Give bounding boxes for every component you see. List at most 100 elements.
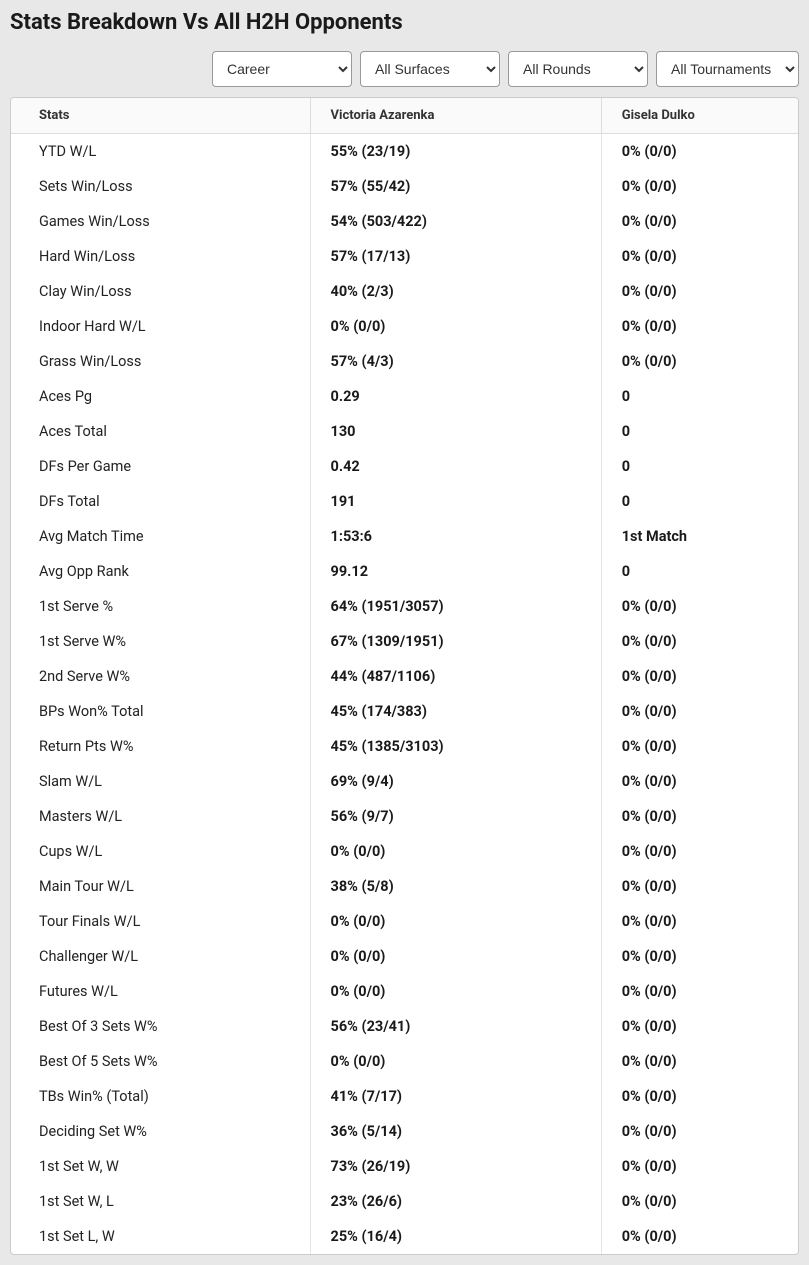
stat-value-player2: 0% (0/0) — [601, 659, 798, 694]
table-row: Hard Win/Loss57% (17/13)0% (0/0) — [11, 239, 798, 274]
stat-value-player2: 0% (0/0) — [601, 1044, 798, 1079]
stat-value-player2: 0% (0/0) — [601, 764, 798, 799]
table-row: 1st Serve %64% (1951/3057)0% (0/0) — [11, 589, 798, 624]
stat-value-player1: 0% (0/0) — [310, 974, 601, 1009]
table-row: Aces Pg0.290 — [11, 379, 798, 414]
table-row: Main Tour W/L38% (5/8)0% (0/0) — [11, 869, 798, 904]
stat-value-player1: 45% (174/383) — [310, 694, 601, 729]
stat-label: Slam W/L — [11, 764, 310, 799]
stats-table: Stats Victoria Azarenka Gisela Dulko YTD… — [11, 98, 798, 1254]
stat-value-player1: 0% (0/0) — [310, 904, 601, 939]
table-row: Avg Opp Rank99.120 — [11, 554, 798, 589]
surface-select[interactable]: All Surfaces — [360, 51, 500, 87]
stat-value-player1: 44% (487/1106) — [310, 659, 601, 694]
stat-value-player2: 0% (0/0) — [601, 1219, 798, 1254]
stat-value-player1: 56% (23/41) — [310, 1009, 601, 1044]
filter-bar: Career All Surfaces All Rounds All Tourn… — [10, 51, 799, 87]
table-row: Slam W/L69% (9/4)0% (0/0) — [11, 764, 798, 799]
stat-value-player1: 25% (16/4) — [310, 1219, 601, 1254]
stat-value-player1: 0.42 — [310, 449, 601, 484]
stat-value-player2: 0% (0/0) — [601, 729, 798, 764]
stat-label: Masters W/L — [11, 799, 310, 834]
stat-value-player2: 0% (0/0) — [601, 274, 798, 309]
stat-label: 1st Set W, W — [11, 1149, 310, 1184]
stat-label: BPs Won% Total — [11, 694, 310, 729]
stat-label: DFs Per Game — [11, 449, 310, 484]
stat-label: Challenger W/L — [11, 939, 310, 974]
table-row: Clay Win/Loss40% (2/3)0% (0/0) — [11, 274, 798, 309]
table-row: 1st Set W, W73% (26/19)0% (0/0) — [11, 1149, 798, 1184]
stat-label: Avg Match Time — [11, 519, 310, 554]
table-row: Cups W/L0% (0/0)0% (0/0) — [11, 834, 798, 869]
table-row: Tour Finals W/L0% (0/0)0% (0/0) — [11, 904, 798, 939]
stat-value-player2: 0% (0/0) — [601, 1114, 798, 1149]
table-row: Deciding Set W%36% (5/14)0% (0/0) — [11, 1114, 798, 1149]
stat-label: Avg Opp Rank — [11, 554, 310, 589]
stat-value-player2: 0% (0/0) — [601, 869, 798, 904]
page-title: Stats Breakdown Vs All H2H Opponents — [10, 10, 799, 35]
table-row: Masters W/L56% (9/7)0% (0/0) — [11, 799, 798, 834]
stat-value-player2: 0% (0/0) — [601, 904, 798, 939]
stat-value-player1: 57% (17/13) — [310, 239, 601, 274]
stat-value-player1: 41% (7/17) — [310, 1079, 601, 1114]
stat-value-player2: 0% (0/0) — [601, 589, 798, 624]
stat-value-player1: 67% (1309/1951) — [310, 624, 601, 659]
stat-label: Best Of 3 Sets W% — [11, 1009, 310, 1044]
stat-value-player1: 45% (1385/3103) — [310, 729, 601, 764]
stat-value-player2: 0% (0/0) — [601, 694, 798, 729]
stat-label: 2nd Serve W% — [11, 659, 310, 694]
stat-value-player1: 0% (0/0) — [310, 834, 601, 869]
stat-value-player1: 57% (4/3) — [310, 344, 601, 379]
stat-value-player1: 64% (1951/3057) — [310, 589, 601, 624]
table-row: Best Of 5 Sets W%0% (0/0)0% (0/0) — [11, 1044, 798, 1079]
stats-table-wrapper: Stats Victoria Azarenka Gisela Dulko YTD… — [10, 97, 799, 1255]
stat-value-player1: 1:53:6 — [310, 519, 601, 554]
stat-label: 1st Set W, L — [11, 1184, 310, 1219]
stat-label: 1st Serve % — [11, 589, 310, 624]
stat-value-player2: 0% (0/0) — [601, 974, 798, 1009]
table-row: DFs Per Game0.420 — [11, 449, 798, 484]
stat-value-player1: 99.12 — [310, 554, 601, 589]
table-row: 1st Set L, W25% (16/4)0% (0/0) — [11, 1219, 798, 1254]
stat-label: Games Win/Loss — [11, 204, 310, 239]
stat-label: TBs Win% (Total) — [11, 1079, 310, 1114]
stat-value-player2: 0 — [601, 379, 798, 414]
tournament-select[interactable]: All Tournaments — [656, 51, 799, 87]
stat-value-player2: 0% (0/0) — [601, 309, 798, 344]
stat-value-player1: 130 — [310, 414, 601, 449]
stat-value-player2: 0% (0/0) — [601, 204, 798, 239]
stat-label: Best Of 5 Sets W% — [11, 1044, 310, 1079]
stat-value-player2: 0% (0/0) — [601, 239, 798, 274]
table-header-row: Stats Victoria Azarenka Gisela Dulko — [11, 98, 798, 134]
table-row: 1st Serve W%67% (1309/1951)0% (0/0) — [11, 624, 798, 659]
stat-label: Cups W/L — [11, 834, 310, 869]
table-row: TBs Win% (Total)41% (7/17)0% (0/0) — [11, 1079, 798, 1114]
stat-value-player2: 0% (0/0) — [601, 344, 798, 379]
table-row: Indoor Hard W/L0% (0/0)0% (0/0) — [11, 309, 798, 344]
stat-value-player2: 0% (0/0) — [601, 834, 798, 869]
table-row: 2nd Serve W%44% (487/1106)0% (0/0) — [11, 659, 798, 694]
stat-value-player2: 1st Match — [601, 519, 798, 554]
stat-label: Aces Total — [11, 414, 310, 449]
period-select[interactable]: Career — [212, 51, 352, 87]
stat-value-player2: 0% (0/0) — [601, 1149, 798, 1184]
stat-value-player1: 57% (55/42) — [310, 169, 601, 204]
stat-label: Indoor Hard W/L — [11, 309, 310, 344]
stat-value-player1: 69% (9/4) — [310, 764, 601, 799]
stats-body: YTD W/L55% (23/19)0% (0/0)Sets Win/Loss5… — [11, 134, 798, 1255]
table-row: Challenger W/L0% (0/0)0% (0/0) — [11, 939, 798, 974]
stat-value-player2: 0 — [601, 554, 798, 589]
stat-value-player2: 0 — [601, 414, 798, 449]
stat-value-player1: 23% (26/6) — [310, 1184, 601, 1219]
stat-label: Tour Finals W/L — [11, 904, 310, 939]
stat-value-player2: 0% (0/0) — [601, 799, 798, 834]
stat-value-player1: 0% (0/0) — [310, 939, 601, 974]
round-select[interactable]: All Rounds — [508, 51, 648, 87]
stat-label: Clay Win/Loss — [11, 274, 310, 309]
col-header-player2: Gisela Dulko — [601, 98, 798, 134]
stat-value-player2: 0% (0/0) — [601, 1079, 798, 1114]
stat-label: Return Pts W% — [11, 729, 310, 764]
table-row: Games Win/Loss54% (503/422)0% (0/0) — [11, 204, 798, 239]
stat-value-player2: 0% (0/0) — [601, 1184, 798, 1219]
col-header-stats: Stats — [11, 98, 310, 134]
